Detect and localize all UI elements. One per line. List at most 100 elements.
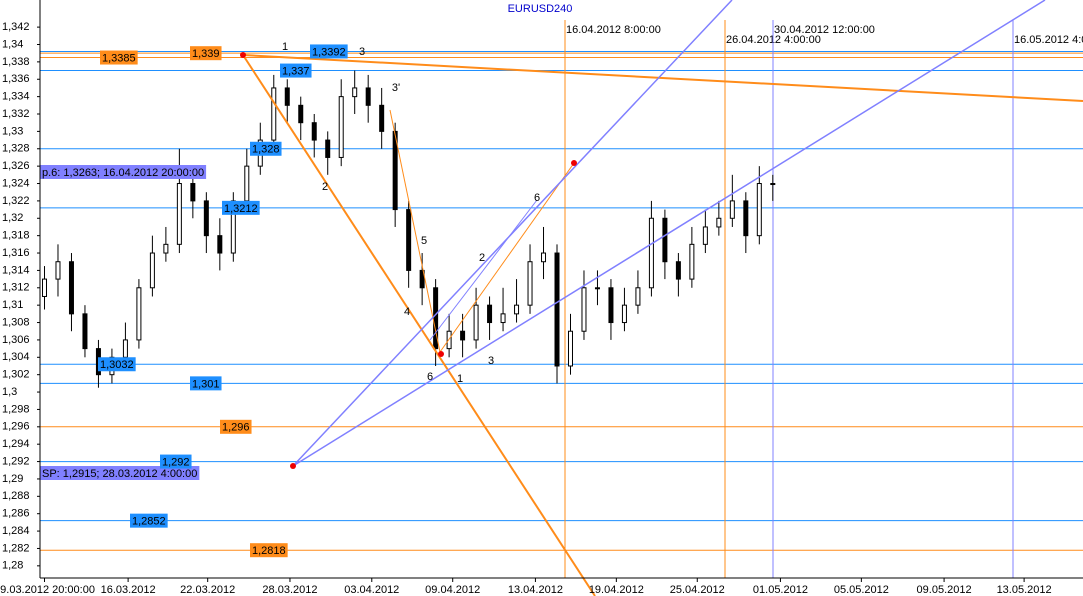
x-tick-label: 16.03.2012 — [101, 584, 156, 596]
info-box-bg — [40, 466, 200, 480]
y-tick-label: 1,314 — [2, 264, 30, 276]
candle-body — [635, 287, 641, 306]
level-label: 1,301 — [192, 378, 220, 390]
level-label: 1,292 — [162, 456, 190, 468]
candle-body — [702, 226, 708, 245]
y-tick-label: 1,286 — [2, 508, 30, 520]
trendline — [292, 0, 1046, 467]
pivot — [240, 52, 246, 58]
trendline — [389, 109, 441, 353]
wave-label: 1 — [457, 373, 463, 385]
level-label-bg — [250, 543, 288, 558]
y-tick-label: 1,284 — [2, 525, 30, 537]
candle-body — [406, 209, 412, 271]
candle-body — [149, 252, 155, 289]
candle-body — [284, 87, 290, 106]
candle-body — [325, 139, 331, 158]
y-tick-label: 1,294 — [2, 438, 30, 450]
level-label-bg — [160, 454, 192, 469]
wave-label: 4 — [404, 306, 410, 318]
candle-body — [55, 261, 61, 280]
wave-label: 2 — [479, 252, 485, 264]
level-label-bg — [130, 513, 168, 528]
y-tick-label: 1,3 — [2, 386, 17, 398]
pivot — [438, 351, 444, 357]
y-tick-label: 1,306 — [2, 334, 30, 346]
y-tick-label: 1,316 — [2, 247, 30, 259]
candle-body — [743, 200, 749, 237]
level-label: 1,3212 — [224, 203, 258, 215]
candle-body — [716, 217, 722, 228]
candle-body — [662, 217, 668, 263]
y-tick-label: 1,312 — [2, 282, 30, 294]
candle-body — [554, 252, 560, 367]
level-label: 1,3385 — [102, 52, 136, 64]
trendline — [242, 54, 596, 596]
y-tick-label: 1,322 — [2, 195, 30, 207]
level-label: 1,296 — [222, 422, 250, 434]
candle-body — [500, 313, 506, 324]
candle-body — [473, 304, 479, 341]
level-label: 1,2818 — [252, 545, 286, 557]
wave-label: 1 — [282, 41, 288, 53]
candle-body — [122, 339, 128, 358]
y-tick-label: 1,29 — [2, 473, 23, 485]
y-tick-label: 1,334 — [2, 91, 30, 103]
candle-body — [136, 287, 142, 341]
trendline — [242, 54, 1083, 102]
level-label-bg — [310, 44, 348, 59]
y-tick-label: 1,292 — [2, 455, 30, 467]
x-tick-label: 05.05.2012 — [834, 584, 889, 596]
candles — [41, 70, 776, 388]
vertical-label: 16.04.2012 8:00:00 — [566, 24, 661, 36]
x-tick-label: 13.04.2012 — [508, 584, 563, 596]
pivot — [571, 160, 577, 166]
candle-body — [203, 200, 209, 237]
x-tick-label: 19.04.2012 — [589, 584, 644, 596]
candle-body — [675, 261, 681, 280]
level-label-bg — [190, 46, 222, 61]
candle-body — [365, 87, 371, 106]
candle-body — [271, 87, 277, 141]
trendline — [439, 162, 575, 353]
level-label: 1,328 — [252, 144, 280, 156]
x-tick-label: 22.03.2012 — [180, 584, 235, 596]
candle-body — [311, 122, 317, 141]
y-tick-label: 1,32 — [2, 212, 23, 224]
trendline — [429, 199, 538, 341]
x-tick-label: 19.03.2012 20:00:00 — [0, 584, 95, 596]
y-tick-label: 1,288 — [2, 490, 30, 502]
y-tick-label: 1,298 — [2, 403, 30, 415]
y-tick-label: 1,338 — [2, 56, 30, 68]
level-label-bg — [100, 50, 138, 65]
wave-label: 3 — [359, 46, 365, 58]
candle-body — [689, 243, 695, 280]
wave-label: 6 — [534, 192, 540, 204]
candle-body — [514, 304, 520, 315]
candle-body — [756, 183, 762, 237]
candle-body — [82, 313, 88, 350]
candle-body — [770, 183, 776, 186]
level-label: 1,339 — [192, 48, 220, 60]
candle-body — [176, 183, 182, 245]
level-label: 1,3032 — [100, 359, 134, 371]
level-label-bg — [190, 376, 222, 391]
candle-body — [190, 183, 196, 202]
chart-title: EURUSD240 — [508, 3, 573, 15]
candle-body — [298, 104, 304, 124]
y-tick-label: 1,328 — [2, 143, 30, 155]
candle-body — [581, 287, 587, 332]
level-label-bg — [250, 141, 282, 156]
vertical-label: 16.05.2012 4:0 — [1014, 34, 1083, 46]
candle-body — [163, 243, 169, 254]
level-label: 1,2852 — [132, 516, 166, 528]
y-tick-label: 1,324 — [2, 177, 30, 189]
y-tick-label: 1,296 — [2, 421, 30, 433]
candle-body — [352, 87, 358, 98]
y-tick-label: 1,31 — [2, 299, 23, 311]
candle-body — [567, 330, 573, 367]
y-tick-label: 1,304 — [2, 351, 30, 363]
